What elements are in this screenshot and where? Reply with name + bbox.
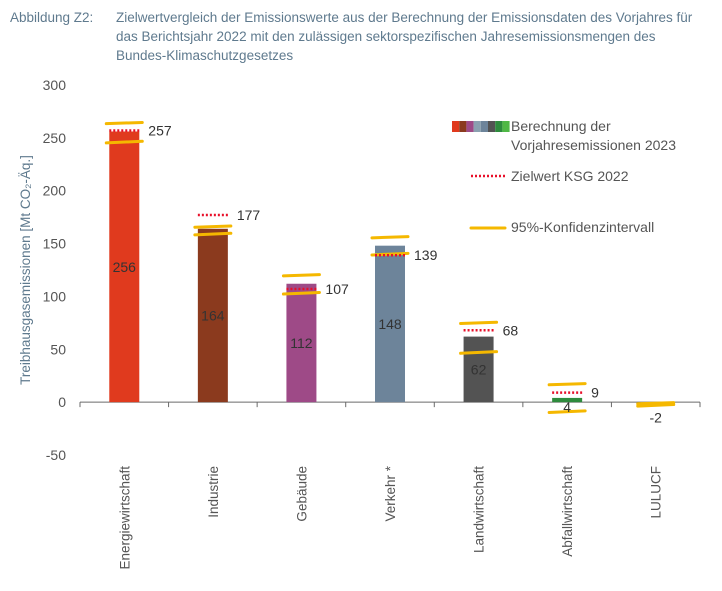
y-tick-label: 100 [43, 288, 67, 304]
figure-title: Zielwertvergleich der Emissionswerte aus… [116, 10, 693, 63]
bar [197, 228, 228, 403]
bar-value-label: 62 [471, 361, 487, 377]
target-value-label: 68 [503, 322, 519, 338]
bar-value-label: 112 [290, 335, 313, 351]
ci-marker [281, 273, 321, 278]
ci-marker [281, 290, 321, 296]
x-category-label: LULUCF [649, 466, 664, 519]
y-axis-title: Treibhausgasemissionen [Mt CO₂-Äq.] [18, 155, 33, 385]
legend-swatch-segment [502, 121, 510, 132]
legend-swatch-segment [452, 121, 460, 132]
x-category-label: Gebäude [294, 466, 309, 522]
bar [286, 283, 317, 403]
target-value-label: 177 [237, 207, 261, 223]
ci-marker [459, 320, 499, 325]
y-tick-label: -50 [46, 447, 66, 463]
bar-value-label: 256 [113, 259, 137, 275]
legend-label-ci: 95%-Konfidenzintervall [511, 219, 654, 235]
bar [109, 131, 140, 403]
x-axis: Energiewirtschaft Industrie Gebäude Verkehr… [79, 401, 701, 570]
bar [552, 397, 583, 403]
y-axis: -50 0 50 100 150 200 250 300 [43, 77, 67, 463]
legend-label-bars-line2: Vorjahresemissionen 2023 [511, 137, 676, 153]
ci-marker [370, 235, 410, 240]
ci-marker [547, 409, 587, 414]
data-labels: 256 164 112 148 62 4 -2 257 177 107 139 68 9 [113, 122, 663, 425]
bar [375, 245, 405, 403]
target-value-label: 9 [591, 385, 599, 401]
x-category-label: Industrie [206, 466, 221, 518]
x-category-label: Energiewirtschaft [117, 466, 132, 570]
ci-marker [193, 231, 233, 237]
confidence-intervals [104, 120, 676, 414]
legend-swatch-segment [459, 121, 467, 132]
ci-marker [370, 251, 410, 257]
target-value-label: 107 [325, 281, 349, 297]
bar-value-label: 4 [563, 399, 571, 415]
bar-value-label: 148 [378, 316, 402, 332]
x-category-label: Landwirtschaft [472, 466, 487, 553]
y-tick-label: 200 [43, 183, 67, 199]
x-category-label: Abfallwirtschaft [560, 466, 575, 557]
legend-label-target: Zielwert KSG 2022 [511, 168, 629, 184]
legend-swatch-segment [466, 121, 474, 132]
y-tick-label: 0 [58, 394, 66, 410]
bars [109, 131, 671, 405]
target-value-label: 257 [148, 122, 172, 138]
ci-marker [636, 403, 676, 408]
bar-value-label: 164 [201, 307, 225, 323]
legend-label-bars: Berechnung der [511, 118, 611, 134]
legend: Berechnung der Vorjahresemissionen 2023 Zi… [452, 118, 676, 235]
target-value-label: 139 [414, 247, 438, 263]
ci-marker [459, 350, 499, 355]
y-tick-label: 300 [43, 77, 67, 93]
bar-value-label: -2 [649, 409, 662, 425]
ci-marker [636, 401, 676, 406]
legend-swatch-segment [473, 121, 481, 132]
ci-marker [104, 120, 144, 126]
y-tick-label: 150 [43, 236, 67, 252]
target-markers [109, 129, 583, 394]
figure-label: Abbildung Z2: [10, 10, 94, 25]
legend-swatch-segment [480, 121, 488, 132]
y-tick-label: 50 [50, 341, 66, 357]
y-tick-label: 250 [43, 130, 67, 146]
ci-marker [193, 224, 233, 229]
bar [463, 336, 494, 403]
legend-swatch-segment [488, 121, 496, 132]
x-category-label: Verkehr * [383, 465, 398, 521]
legend-swatch-segment [495, 121, 503, 132]
ci-marker [104, 139, 144, 145]
ci-marker [547, 382, 587, 387]
